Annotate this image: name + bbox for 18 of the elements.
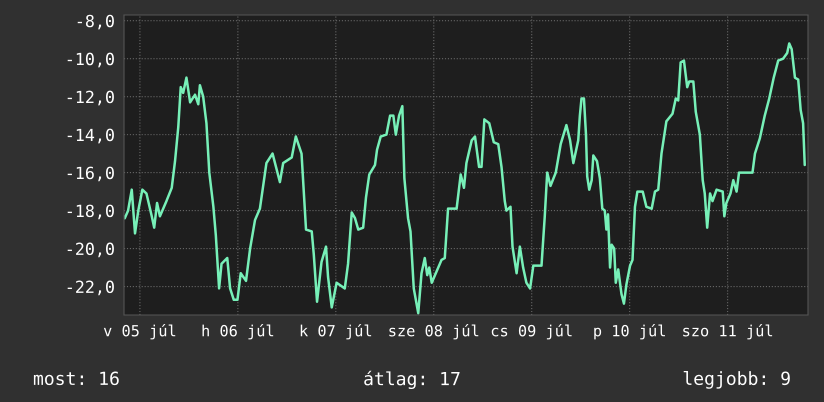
y-tick-label: -20,0 [68, 242, 114, 258]
y-tick-label: -14,0 [68, 128, 114, 144]
y-tick-label: -8,0 [78, 14, 114, 30]
x-tick-label: k 07 júl [300, 324, 372, 340]
x-tick-label: cs 09 júl [492, 324, 572, 340]
y-tick-label: -12,0 [68, 90, 114, 106]
y-tick-label: -10,0 [68, 52, 114, 68]
text: átlag: 17 [364, 370, 460, 390]
x-tick-label: h 06 júl [202, 324, 274, 340]
x-tick-label: p 10 júl [594, 324, 665, 340]
text: most: 16 [34, 372, 119, 386]
x-tick-label: szo 11 júl [683, 324, 772, 340]
y-tick-label: -18,0 [68, 204, 114, 220]
y-tick-label: -22,0 [68, 280, 114, 296]
x-tick-label: v 05 júl [104, 324, 176, 340]
y-tick-label: -16,0 [68, 166, 114, 182]
x-tick-label: sze 08 júl [389, 324, 478, 340]
text: legjobb: 9 [684, 371, 790, 389]
